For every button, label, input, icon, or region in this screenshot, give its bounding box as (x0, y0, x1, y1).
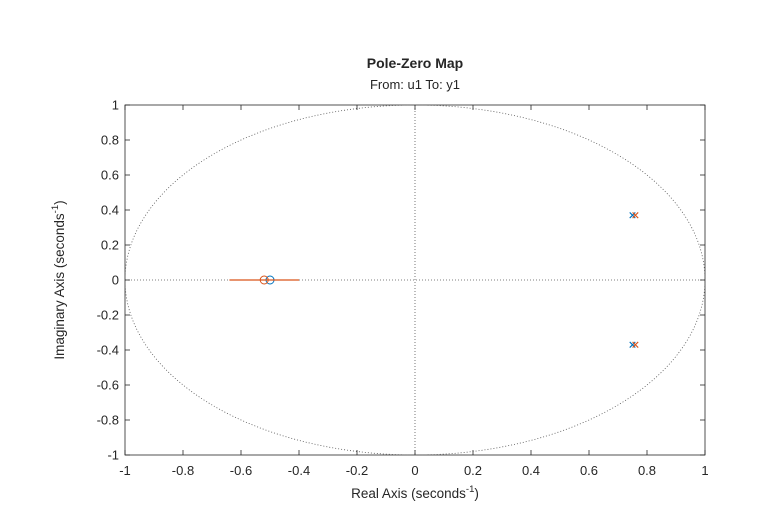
plot-area: -1 -0.8 -0.6 -0.4 -0.2 0 0.2 0.4 0.6 0.8 1 -1 -0.8 -0… (97, 98, 709, 479)
y-tick-label: -0.4 (97, 343, 119, 358)
x-tick-label: 0.6 (580, 463, 598, 478)
series-2-pole-marker (632, 212, 639, 219)
y-tick-label: 0.2 (101, 238, 119, 253)
x-tick-label: -1 (119, 463, 131, 478)
y-tick-label: 0.4 (101, 203, 119, 218)
x-tick-label: 0 (411, 463, 418, 478)
chart-title: Pole-Zero Map (367, 55, 463, 71)
x-tick-label: 0.4 (522, 463, 540, 478)
x-tick-label: -0.4 (288, 463, 310, 478)
y-tick-label: -1 (107, 448, 119, 463)
x-tick-label: -0.8 (172, 463, 194, 478)
x-tick-label: 1 (701, 463, 708, 478)
y-tick-label: 0.6 (101, 168, 119, 183)
x-tick-label: -0.6 (230, 463, 252, 478)
y-tick-label: -0.8 (97, 413, 119, 428)
series-2-pole-marker (632, 341, 639, 348)
y-tick-label: -0.2 (97, 308, 119, 323)
series-1-pole-marker (629, 212, 636, 219)
x-tick-label: -0.2 (346, 463, 368, 478)
series-1-pole-marker (629, 341, 636, 348)
chart-subtitle: From: u1 To: y1 (370, 77, 460, 92)
series-2-zero-marker (259, 275, 269, 285)
x-tick-label: 0.2 (464, 463, 482, 478)
y-tick-label: -0.6 (97, 378, 119, 393)
y-tick-label: 0 (112, 273, 119, 288)
y-tick-label: 0.8 (101, 133, 119, 148)
y-tick-label: 1 (112, 98, 119, 113)
y-axis-label: Imaginary Axis (seconds-1) (50, 200, 67, 359)
x-axis-label: Real Axis (seconds-1) (351, 484, 479, 501)
x-tick-label: 0.8 (638, 463, 656, 478)
